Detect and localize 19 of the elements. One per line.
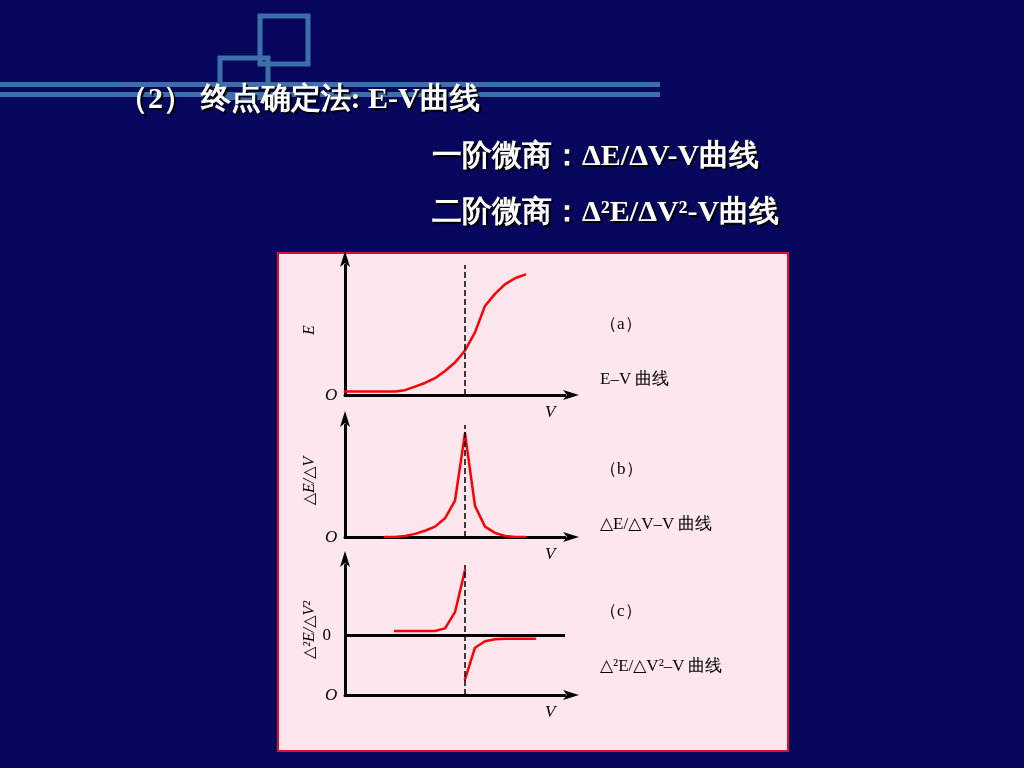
chart-subtitle: 一阶微商：ΔE/ΔV-V曲线	[432, 137, 760, 173]
y-axis-title: E	[299, 324, 317, 336]
text: O	[325, 685, 338, 704]
y-axis-title: △E/△V	[299, 454, 317, 506]
x-axis-title: V	[545, 702, 558, 721]
text: △E/△V–V 曲线	[600, 514, 713, 533]
text: 二阶微商：Δ²E/ΔV²-V曲线	[432, 193, 780, 229]
x-axis-title: V	[545, 402, 558, 421]
text: （c）	[600, 601, 642, 620]
text: E–V 曲线	[600, 369, 670, 388]
text: △²E/△V²–V 曲线	[600, 656, 723, 675]
y-axis-title: △²E/△V²	[299, 599, 317, 660]
ref-line-label: 0	[322, 625, 331, 645]
text: O	[325, 527, 338, 546]
chart-title: （2） 终点确定法: E-V曲线	[118, 80, 480, 116]
text: （a）	[600, 314, 642, 333]
x-axis-title: V	[545, 544, 558, 563]
text: （b）	[600, 459, 643, 478]
text: O	[325, 385, 338, 404]
